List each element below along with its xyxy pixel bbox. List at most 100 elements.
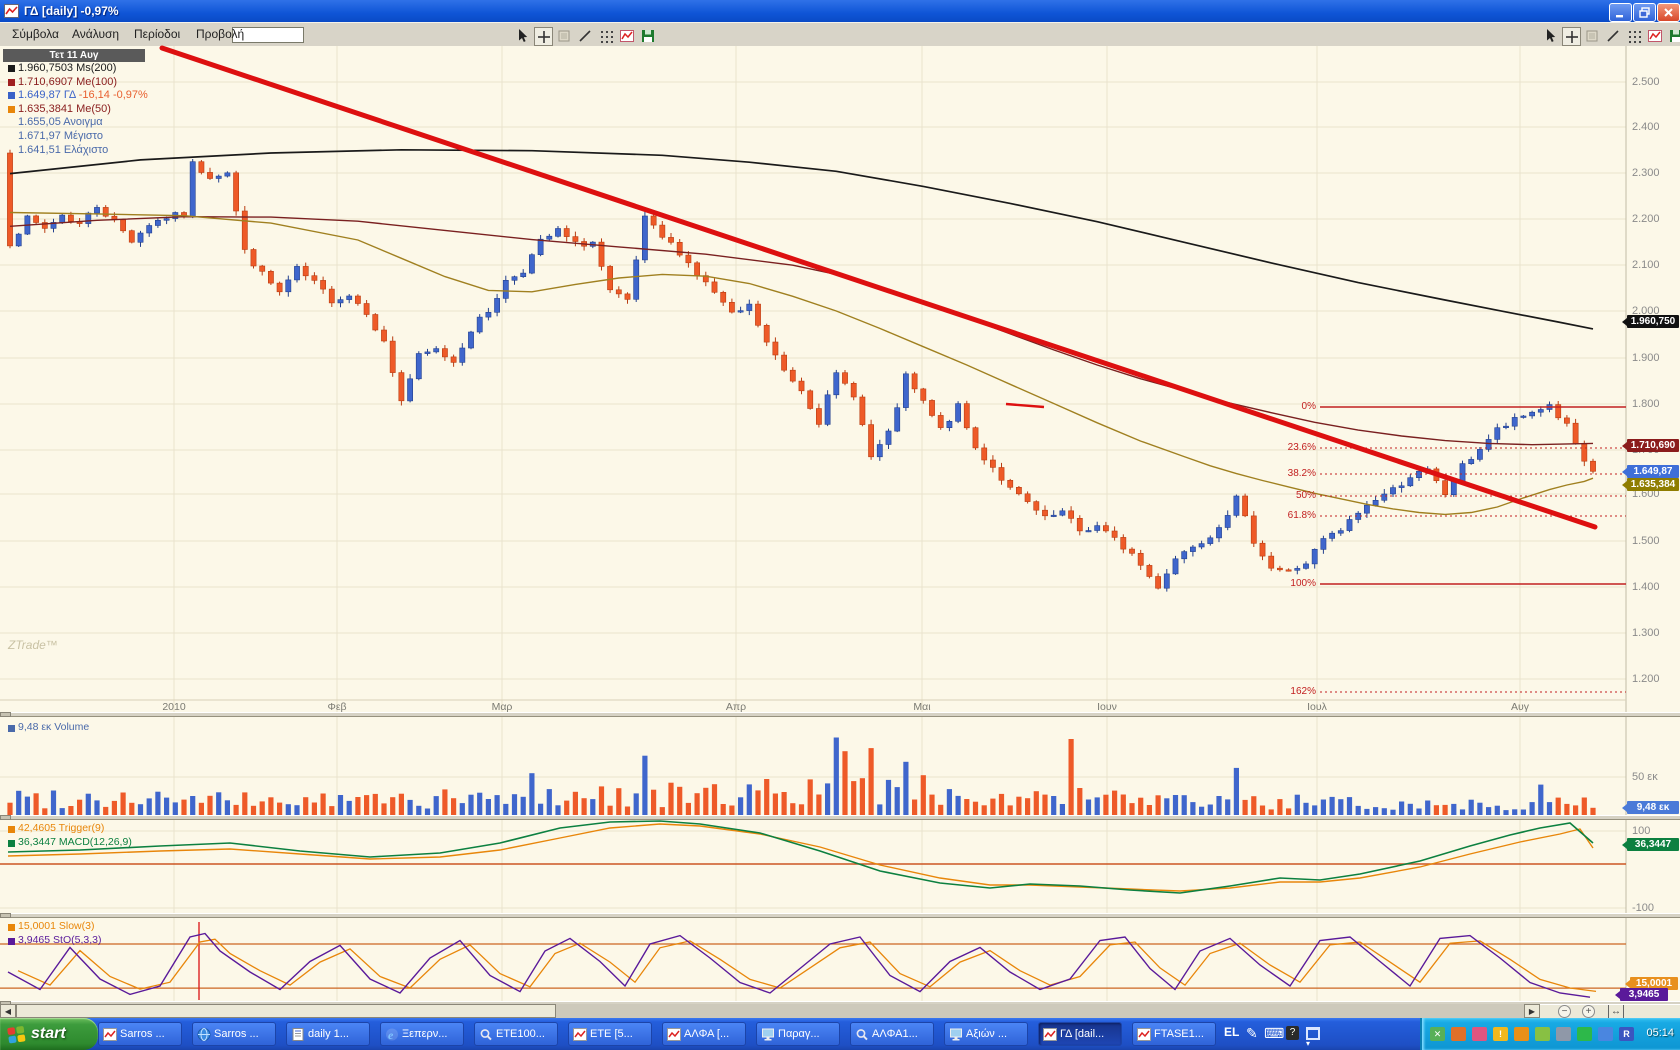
- taskbar-task-11[interactable]: ΓΔ [dail...: [1038, 1022, 1122, 1046]
- chart-plot-background[interactable]: [0, 46, 1680, 1004]
- scroll-left-button[interactable]: ◀: [0, 1004, 16, 1018]
- tray-antivirus-icon[interactable]: [1535, 1027, 1550, 1041]
- legend-marker: [8, 78, 15, 86]
- doc-icon: [291, 1027, 305, 1041]
- keyboard-icon[interactable]: ⌨: [1264, 1025, 1285, 1041]
- tray-clock-green-icon[interactable]: [1577, 1027, 1592, 1041]
- zoom-out-button[interactable]: −: [1558, 1005, 1571, 1018]
- menu-3[interactable]: Περίοδοι: [134, 27, 181, 41]
- scrollbar-thumb[interactable]: [16, 1004, 556, 1018]
- task-label: ΕΤΕ [5...: [590, 1028, 633, 1040]
- bar-width-resize-icon[interactable]: ↔: [1608, 1005, 1624, 1018]
- legend-row: 1.641,51 Ελάχιστο: [18, 143, 109, 156]
- save-tool-icon[interactable]: [1667, 27, 1680, 44]
- taskbar-task-7[interactable]: ΑΛΦΑ [...: [662, 1022, 746, 1046]
- legend-row: 1.635,3841 Me(50): [18, 102, 111, 115]
- tray-alert-icon[interactable]: [1514, 1027, 1529, 1041]
- region-tool-icon[interactable]: [555, 27, 572, 44]
- taskbar-task-8[interactable]: Παραγ...: [756, 1022, 840, 1046]
- crosshair-tool-icon[interactable]: [1562, 27, 1581, 46]
- help-icon[interactable]: ?: [1286, 1026, 1299, 1040]
- windows-logo-icon: [6, 1024, 27, 1045]
- tray-security-shield-icon[interactable]: !: [1493, 1027, 1508, 1041]
- pointer-tool-icon[interactable]: [1541, 27, 1558, 44]
- price-axis-label: 1.300: [1632, 627, 1660, 639]
- fib-level-label: 162%: [1290, 686, 1316, 697]
- save-tool-icon[interactable]: [639, 27, 656, 44]
- pane-separator[interactable]: [0, 712, 1680, 717]
- symbol-combo-input[interactable]: [232, 27, 304, 43]
- chart-icon: [1043, 1027, 1057, 1041]
- tray-printer-icon[interactable]: [1451, 1027, 1466, 1041]
- horizontal-scrollbar[interactable]: ◀ ▶ − + ↔: [0, 1004, 1680, 1018]
- taskbar-task-1[interactable]: Sarros ...: [98, 1022, 182, 1046]
- tray-messenger-icon[interactable]: [1472, 1027, 1487, 1041]
- taskbar-task-2[interactable]: Sarros ...: [192, 1022, 276, 1046]
- pen-input-icon[interactable]: ✎: [1246, 1025, 1258, 1041]
- tag-arrow: [1622, 442, 1627, 450]
- region-tool-icon[interactable]: [1583, 27, 1600, 44]
- volume-series-marker: [8, 725, 15, 732]
- taskbar-task-10[interactable]: Αξιών ...: [944, 1022, 1028, 1046]
- pointer-tool-icon[interactable]: [513, 27, 530, 44]
- svg-text:e: e: [388, 1028, 394, 1041]
- macd-series-marker: [8, 826, 15, 833]
- taskbar-clock[interactable]: 05:14: [1646, 1027, 1674, 1039]
- close-button[interactable]: [1657, 3, 1680, 22]
- taskbar-task-3[interactable]: daily 1...: [286, 1022, 370, 1046]
- taskbar: start EL ✎ ⌨ ? ▾ 05:14 ✕! R Sarros ... Sar…: [0, 1018, 1680, 1050]
- tray-app-r-icon[interactable]: R: [1619, 1027, 1634, 1041]
- price-axis-label: 2.500: [1632, 76, 1660, 88]
- menu-1[interactable]: Σύμβολα: [12, 27, 59, 41]
- stoch-series-marker: [8, 924, 15, 931]
- task-label: ΓΔ [dail...: [1060, 1028, 1105, 1040]
- menu-2[interactable]: Ανάλυση: [72, 27, 120, 41]
- minimize-button[interactable]: [1609, 3, 1632, 22]
- price-axis-label: 2.200: [1632, 213, 1660, 225]
- tag-arrow: [1622, 841, 1627, 849]
- pane-separator[interactable]: [0, 815, 1680, 820]
- language-indicator[interactable]: EL: [1224, 1025, 1240, 1039]
- chart-tool-icon[interactable]: [618, 27, 635, 44]
- task-label: Παραγ...: [778, 1028, 820, 1040]
- dot-grid-tool-icon[interactable]: [597, 27, 614, 44]
- taskbar-task-9[interactable]: ΑΛΦΑ1...: [850, 1022, 934, 1046]
- taskbar-task-5[interactable]: ETE100...: [474, 1022, 558, 1046]
- taskbar-task-12[interactable]: FTASE1...: [1132, 1022, 1216, 1046]
- chart-app-icon: [4, 4, 19, 18]
- pane-splitter-grip[interactable]: [0, 913, 11, 918]
- language-bar-options-chevron[interactable]: ▾: [1306, 1039, 1311, 1048]
- tray-network-error-icon[interactable]: ✕: [1430, 1027, 1445, 1041]
- price-axis-label: 1.900: [1632, 352, 1660, 364]
- taskbar-task-6[interactable]: ΕΤΕ [5...: [568, 1022, 652, 1046]
- globe-icon: [197, 1027, 211, 1041]
- menu-4[interactable]: Προβολή: [196, 27, 245, 41]
- legend-marker: [8, 65, 15, 72]
- x-axis-month-label: Μαρ: [491, 701, 513, 713]
- axis-value-tag: 9,48 εκ: [1622, 801, 1679, 814]
- system-tray: 05:14 ✕! R: [1420, 1018, 1680, 1050]
- chart-tool-icon[interactable]: [1646, 27, 1663, 44]
- language-bar-restore-icon[interactable]: [1306, 1027, 1320, 1040]
- tray-scheduler-icon[interactable]: [1598, 1027, 1613, 1041]
- tag-arrow: [1615, 991, 1620, 999]
- pane-splitter-grip[interactable]: [0, 712, 11, 717]
- x-axis-month-label: Ιουλ: [1307, 701, 1327, 713]
- trendline-tool-icon[interactable]: [1604, 27, 1621, 44]
- legend-row: 1.649,87 ΓΔ -16,14 -0,97%: [18, 89, 148, 102]
- dot-grid-tool-icon[interactable]: [1625, 27, 1642, 44]
- pane-splitter-grip[interactable]: [0, 815, 11, 820]
- trendline-tool-icon[interactable]: [576, 27, 593, 44]
- legend-row: 1.960,7503 Ms(200): [18, 62, 117, 74]
- zoom-in-button[interactable]: +: [1582, 1005, 1595, 1018]
- restore-button[interactable]: [1633, 3, 1656, 22]
- legend-row: 1.710,6907 Me(100): [18, 75, 118, 88]
- tray-speaker-icon[interactable]: [1556, 1027, 1571, 1041]
- scroll-right-button[interactable]: ▶: [1524, 1004, 1540, 1018]
- pane-separator[interactable]: [0, 913, 1680, 918]
- volume-pane-label: 9,48 εκ Volume: [18, 721, 90, 733]
- legend-change-value: -16,14 -0,97%: [75, 89, 148, 102]
- taskbar-task-4[interactable]: e Ξεπερν...: [380, 1022, 464, 1046]
- crosshair-tool-icon[interactable]: [534, 27, 553, 46]
- start-button[interactable]: start: [0, 1018, 98, 1050]
